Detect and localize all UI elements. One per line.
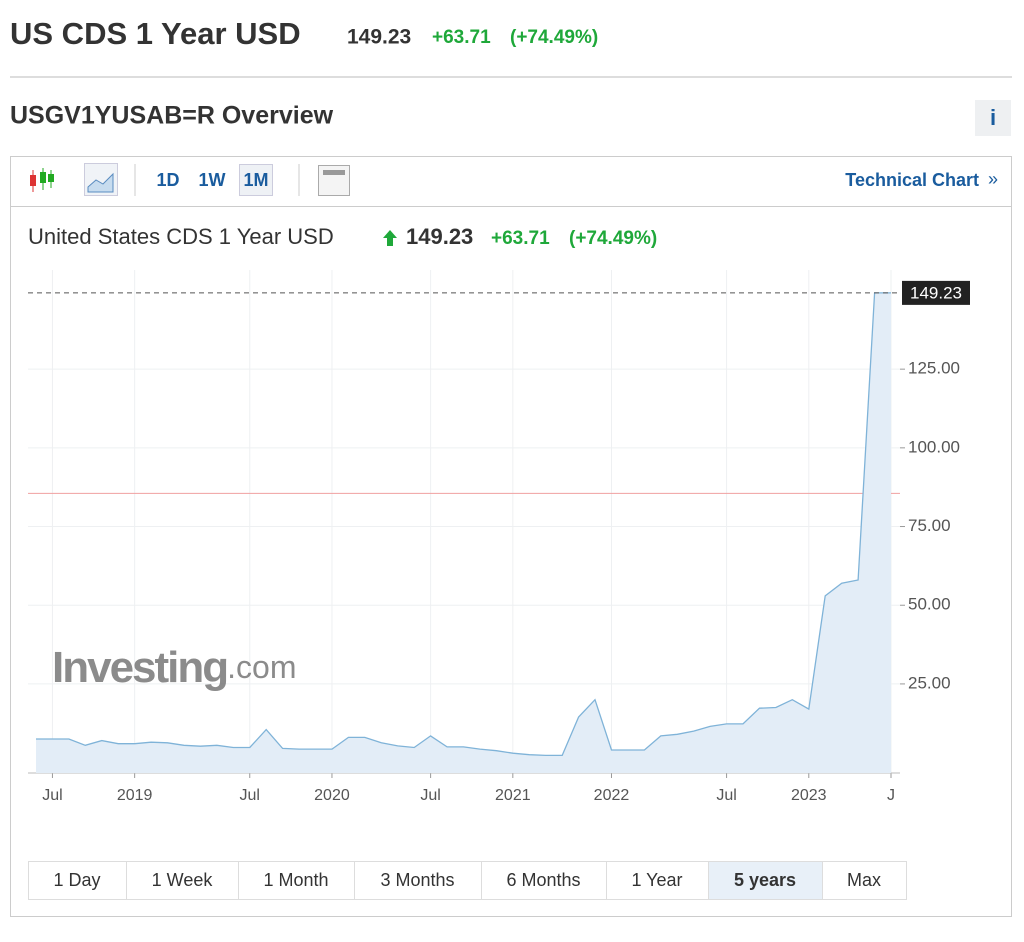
last-value-label: 149.23: [910, 283, 962, 302]
range-button[interactable]: [708, 861, 823, 900]
range-button[interactable]: [126, 861, 239, 900]
range-label[interactable]: 6 Months: [506, 870, 580, 890]
range-label[interactable]: 1 Day: [53, 870, 100, 890]
y-tick-label: 100.00: [908, 437, 960, 456]
header-change: +63.71: [432, 27, 491, 48]
x-tick-label: 2020: [314, 787, 350, 804]
range-label[interactable]: Max: [847, 870, 881, 890]
watermark-suffix: .com: [227, 649, 296, 685]
x-tick-label: Jul: [420, 787, 440, 804]
info-button[interactable]: [975, 100, 1011, 136]
x-tick-label: Jul: [240, 787, 260, 804]
layout-icon-bar: [323, 170, 345, 175]
area: [36, 292, 891, 773]
y-tick-label: 50.00: [908, 595, 951, 614]
range-button[interactable]: [238, 861, 355, 900]
chart-price: 149.23: [406, 224, 473, 249]
header-change-percent: (+74.49%): [510, 27, 598, 48]
candle-icon[interactable]: [30, 168, 54, 192]
x-tick-label: Jul: [716, 787, 736, 804]
header-price: 149.23: [347, 26, 411, 49]
range-selector: 1 Day 1 Week 1 Month 3 Months 6 Months 1 Year…: [28, 861, 907, 900]
range-label[interactable]: 5 years: [734, 870, 796, 890]
interval-group: 1D 1W 1M: [156, 164, 273, 196]
technical-chart-link[interactable]: Technical Chart: [845, 170, 979, 190]
range-label[interactable]: 1 Week: [152, 870, 214, 890]
watermark: Investing.com: [52, 643, 297, 692]
chart-change: +63.71: [491, 228, 550, 249]
range-button[interactable]: [354, 861, 482, 900]
chart-change-percent: (+74.49%): [569, 228, 657, 249]
line: [36, 292, 891, 757]
x-tick-label: Jul: [42, 787, 62, 804]
link-arrow[interactable]: »: [988, 169, 998, 189]
watermark-brand: Investing: [52, 643, 227, 692]
area-icon-shape: [87, 172, 114, 193]
range-button[interactable]: [481, 861, 607, 900]
x-tick-label: 2019: [117, 787, 153, 804]
instrument-title: US CDS 1 Year USD: [10, 16, 301, 51]
x-tick-label: 2023: [791, 787, 827, 804]
x-tick-label: J: [887, 787, 895, 804]
overview-title: USGV1YUSAB=R Overview: [10, 102, 334, 130]
up-arrow: [383, 230, 397, 246]
y-tick-label: 75.00: [908, 516, 951, 535]
range-button[interactable]: [822, 861, 907, 900]
range-button[interactable]: [28, 861, 127, 900]
info-icon[interactable]: i: [990, 105, 996, 130]
interval-button[interactable]: 1M: [243, 170, 268, 190]
y-tick-label: 125.00: [908, 359, 960, 378]
range-label[interactable]: 3 Months: [380, 870, 454, 890]
plot: 25.00 50.00 75.00 100.00 125.00 Jul 2019 Jul 202…: [28, 270, 970, 804]
chart-box: [10, 156, 1012, 917]
last-value-tag: [902, 280, 970, 305]
interval-button[interactable]: 1W: [199, 170, 226, 190]
range-button[interactable]: [606, 861, 709, 900]
range-label[interactable]: 1 Month: [263, 870, 328, 890]
chart-title: United States CDS 1 Year USD: [28, 224, 334, 249]
y-tick-label: 25.00: [908, 673, 951, 692]
interval-selected-bg[interactable]: [239, 164, 273, 196]
x-tick-label: 2021: [495, 787, 531, 804]
x-tick-label: 2022: [594, 787, 630, 804]
range-label[interactable]: 1 Year: [631, 870, 682, 890]
interval-button[interactable]: 1D: [156, 170, 179, 190]
